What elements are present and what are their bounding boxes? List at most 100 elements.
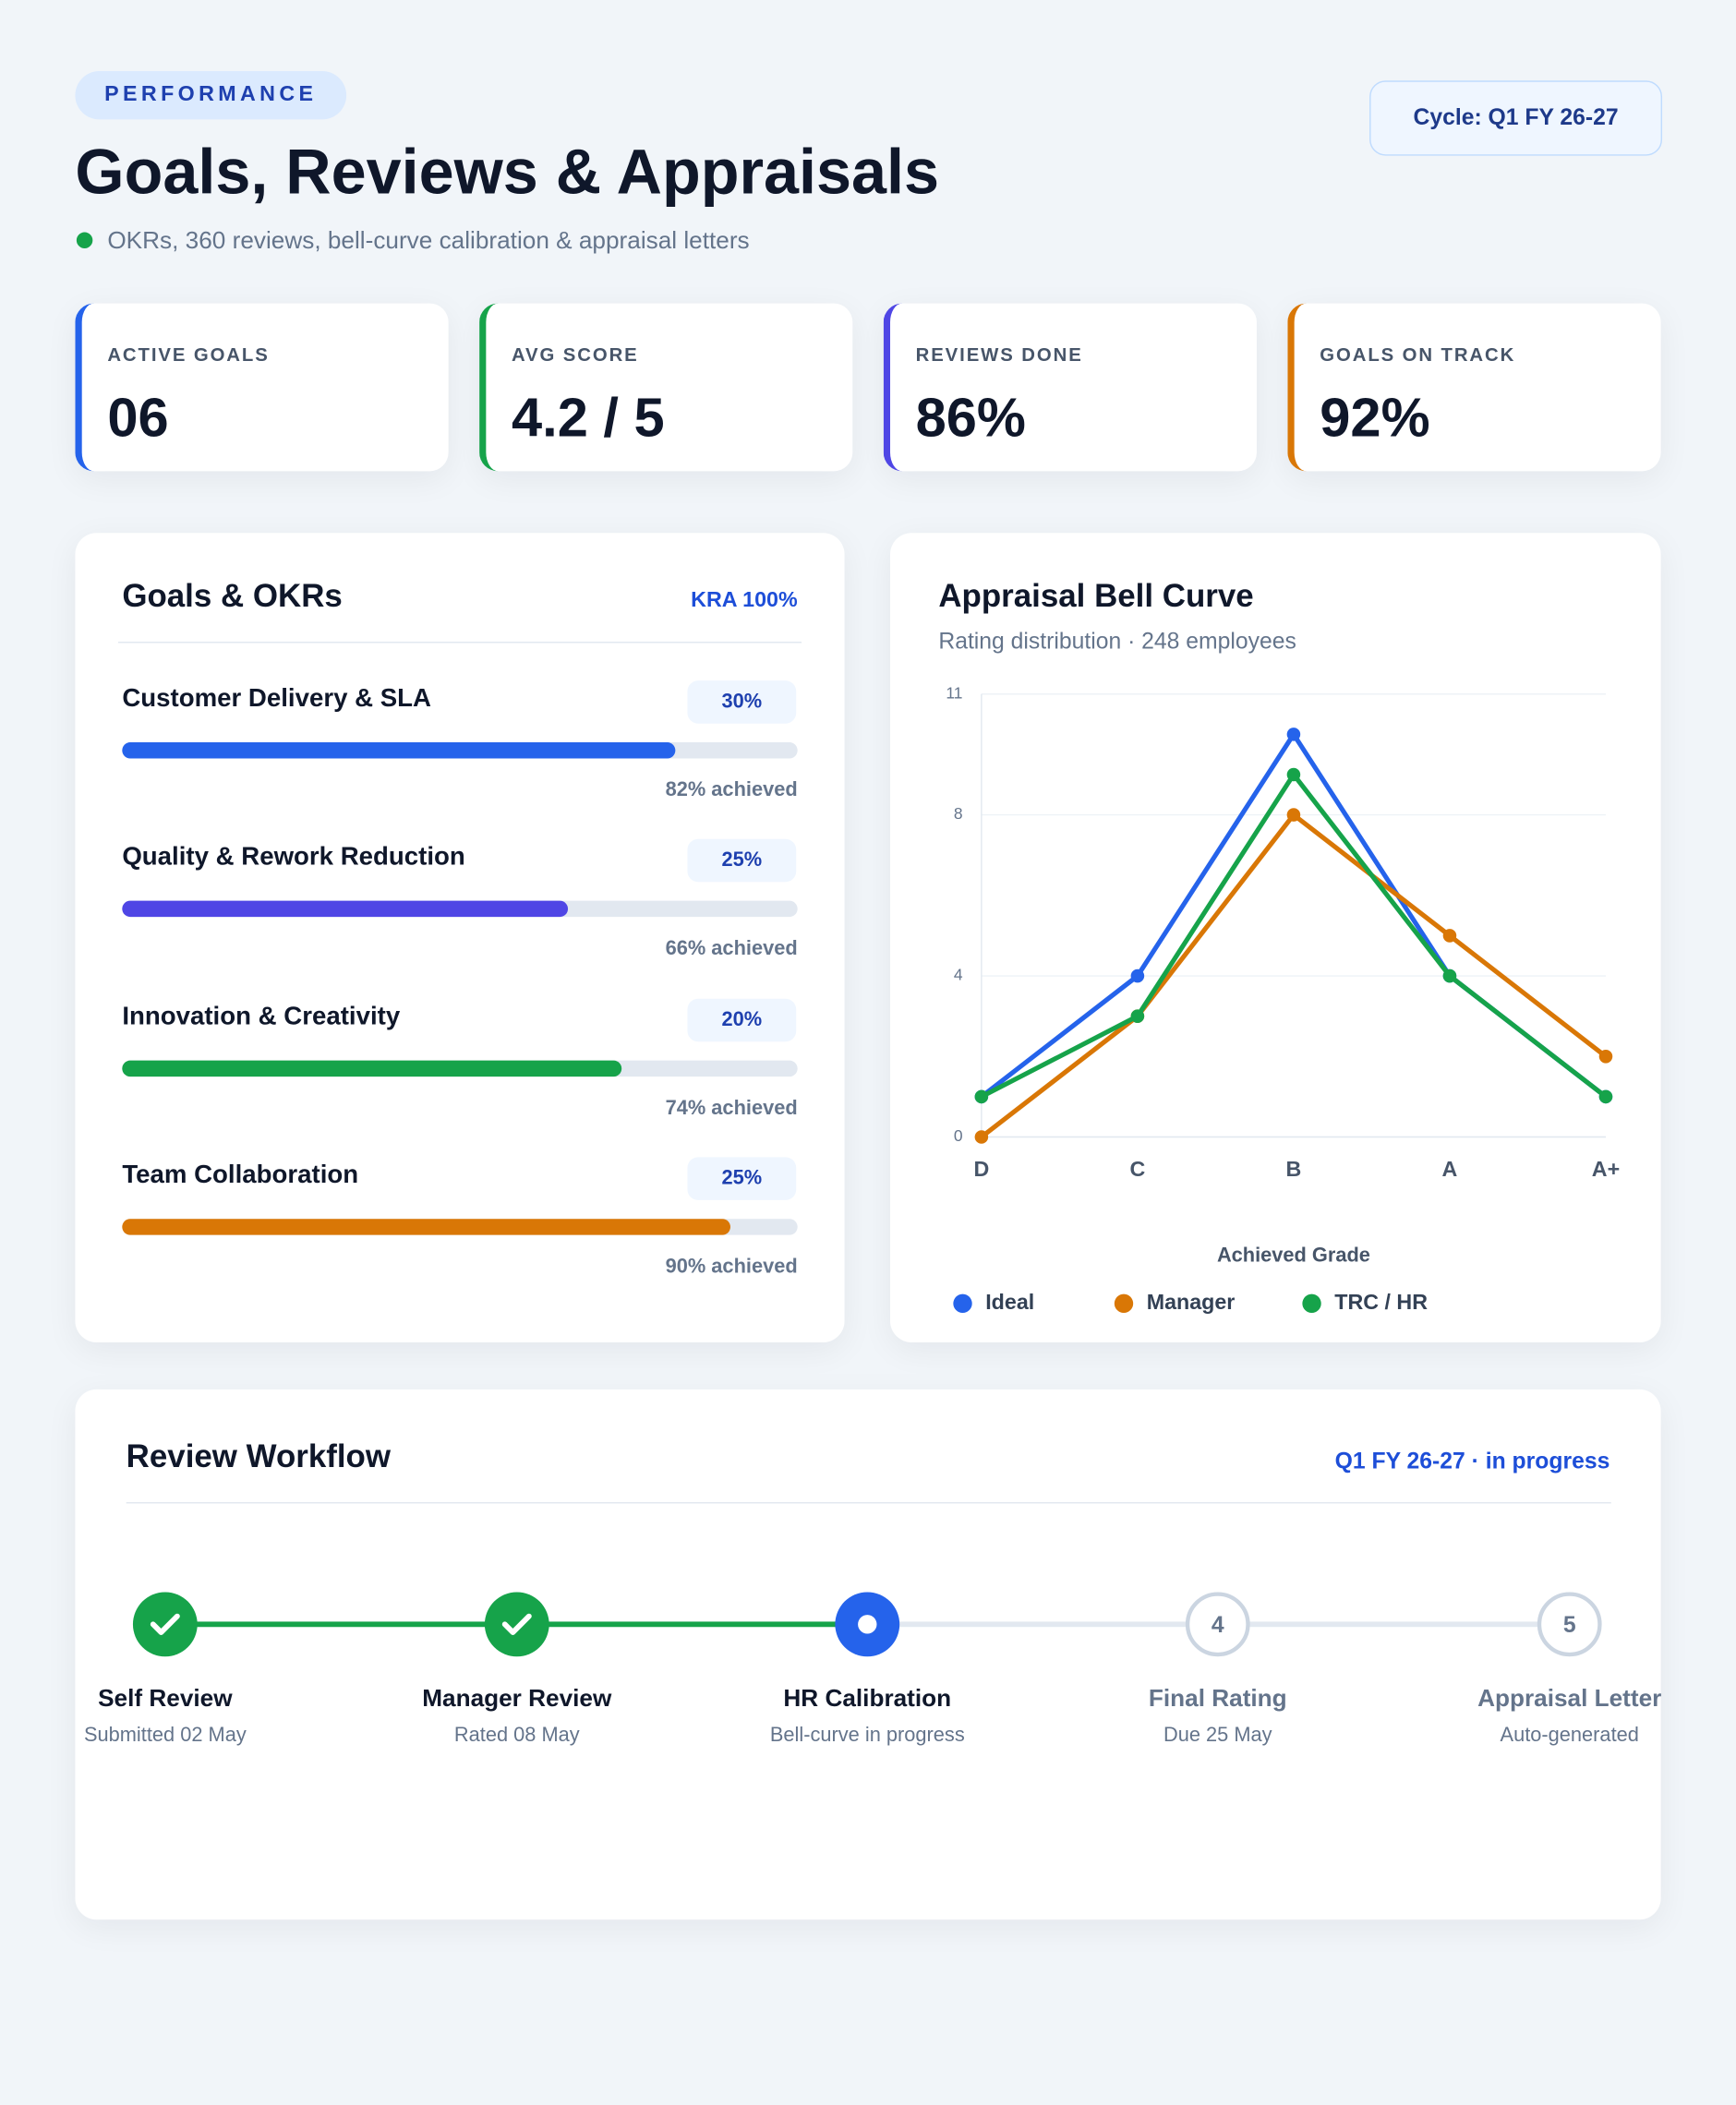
step-done <box>484 1592 549 1657</box>
x-tick-label: A <box>1442 1157 1458 1181</box>
step-note: Bell-curve in progress <box>769 1723 965 1747</box>
goal-weight: 25% <box>687 1157 797 1200</box>
y-tick-label: 11 <box>946 683 962 702</box>
goal-achieved: 90% achieved <box>665 1255 798 1279</box>
kpi-label: ACTIVE GOALS <box>107 343 270 366</box>
progress-bar <box>122 742 677 759</box>
kpi-label: AVG SCORE <box>511 343 639 366</box>
step-note: Due 25 May <box>1163 1723 1272 1747</box>
x-axis-title: Achieved Grade <box>1217 1244 1370 1267</box>
kpi-value: 86% <box>915 386 1026 449</box>
legend-swatch <box>1114 1293 1134 1314</box>
x-tick-label: B <box>1286 1157 1302 1181</box>
progress-track <box>122 901 798 918</box>
point <box>974 1130 989 1144</box>
workflow-status: Q1 FY 26-27 · in progress <box>1334 1448 1610 1474</box>
workflow-card: Review Workflow Q1 FY 26-27 · in progres… <box>75 1389 1661 1920</box>
point <box>1286 808 1301 822</box>
progress-track <box>122 742 798 759</box>
step-dot <box>858 1615 877 1634</box>
goal-name: Team Collaboration <box>122 1161 359 1190</box>
step-name: Appraisal Letter <box>1477 1684 1662 1712</box>
kpi-card: ACTIVE GOALS 06 <box>75 303 449 472</box>
y-tick-label: 8 <box>954 804 963 823</box>
goal-achieved: 66% achieved <box>665 937 798 961</box>
legend-label: TRC / HR <box>1334 1290 1428 1314</box>
progress-track <box>122 1060 798 1077</box>
point <box>1598 1050 1613 1064</box>
step-connector <box>516 1621 868 1628</box>
point <box>974 1089 989 1104</box>
y-tick-label: 4 <box>954 966 963 984</box>
point <box>1442 929 1457 943</box>
x-tick-label: A+ <box>1592 1157 1620 1181</box>
goal-weight: 20% <box>687 998 797 1041</box>
goal-achieved: 74% achieved <box>665 1096 798 1120</box>
goal-name: Innovation & Creativity <box>122 1002 401 1031</box>
point <box>1598 1089 1613 1104</box>
card-badge: KRA 100% <box>691 589 798 613</box>
step-name: HR Calibration <box>783 1684 952 1712</box>
step-note: Rated 08 May <box>453 1723 580 1747</box>
step-name: Final Rating <box>1148 1684 1287 1712</box>
divider <box>117 642 802 644</box>
progress-track <box>122 1219 798 1235</box>
progress-bar <box>122 1060 622 1077</box>
chart-card: Appraisal Bell Curve Rating distribution… <box>890 533 1661 1342</box>
point <box>1286 767 1301 782</box>
chart-subtitle: Rating distribution · 248 employees <box>938 628 1296 655</box>
progress-bar <box>122 1219 730 1235</box>
step-connector <box>1217 1621 1570 1628</box>
point <box>1442 968 1457 983</box>
check-icon <box>501 1613 532 1635</box>
point <box>1130 968 1145 983</box>
step-note: Auto-generated <box>1500 1723 1639 1747</box>
page-title: Goals, Reviews & Appraisals <box>75 135 940 207</box>
kpi-value: 4.2 / 5 <box>511 386 665 449</box>
kpi-value: 06 <box>107 386 169 449</box>
kpi-value: 92% <box>1320 386 1430 449</box>
step-done <box>132 1592 198 1657</box>
card-title: Review Workflow <box>126 1438 392 1475</box>
kpi-label: REVIEWS DONE <box>915 343 1083 366</box>
goal-weight: 30% <box>687 680 797 724</box>
page-subtitle: OKRs, 360 reviews, bell-curve calibratio… <box>107 226 750 254</box>
goal-weight: 25% <box>687 839 797 883</box>
point <box>1286 728 1301 741</box>
step-pending: 5 <box>1537 1592 1602 1657</box>
step-name: Self Review <box>98 1684 233 1712</box>
check-icon <box>150 1613 180 1635</box>
x-tick-label: C <box>1130 1157 1146 1181</box>
step-connector <box>867 1621 1218 1628</box>
step-connector <box>164 1621 517 1628</box>
step-current <box>835 1592 900 1657</box>
kpi-label: GOALS ON TRACK <box>1320 343 1516 366</box>
kpi-card: GOALS ON TRACK 92% <box>1287 303 1661 472</box>
legend-swatch <box>953 1293 972 1314</box>
progress-bar <box>122 901 568 918</box>
status-dot <box>76 232 93 248</box>
step-name: Manager Review <box>422 1684 612 1712</box>
x-tick-label: D <box>973 1157 989 1181</box>
line <box>980 731 1608 1099</box>
kpi-card: AVG SCORE 4.2 / 5 <box>479 303 853 472</box>
y-tick-label: 0 <box>954 1126 963 1145</box>
point <box>1130 1009 1145 1023</box>
cycle-button[interactable]: Cycle: Q1 FY 26-27 <box>1369 80 1663 156</box>
goal-name: Quality & Rework Reduction <box>122 843 465 872</box>
goal-achieved: 82% achieved <box>665 778 798 802</box>
card-title: Goals & OKRs <box>122 578 343 615</box>
goals-card: Goals & OKRs KRA 100% Customer Delivery … <box>75 533 845 1342</box>
kpi-card: REVIEWS DONE 86% <box>883 303 1257 472</box>
chart-title: Appraisal Bell Curve <box>938 578 1254 615</box>
legend-label: Ideal <box>985 1290 1034 1314</box>
goal-name: Customer Delivery & SLA <box>122 684 432 714</box>
section-tag: PERFORMANCE <box>75 71 347 120</box>
legend-label: Manager <box>1147 1290 1236 1314</box>
legend-swatch <box>1302 1293 1321 1314</box>
divider <box>126 1502 1611 1504</box>
step-note: Submitted 02 May <box>83 1723 247 1747</box>
step-pending: 4 <box>1185 1592 1250 1657</box>
